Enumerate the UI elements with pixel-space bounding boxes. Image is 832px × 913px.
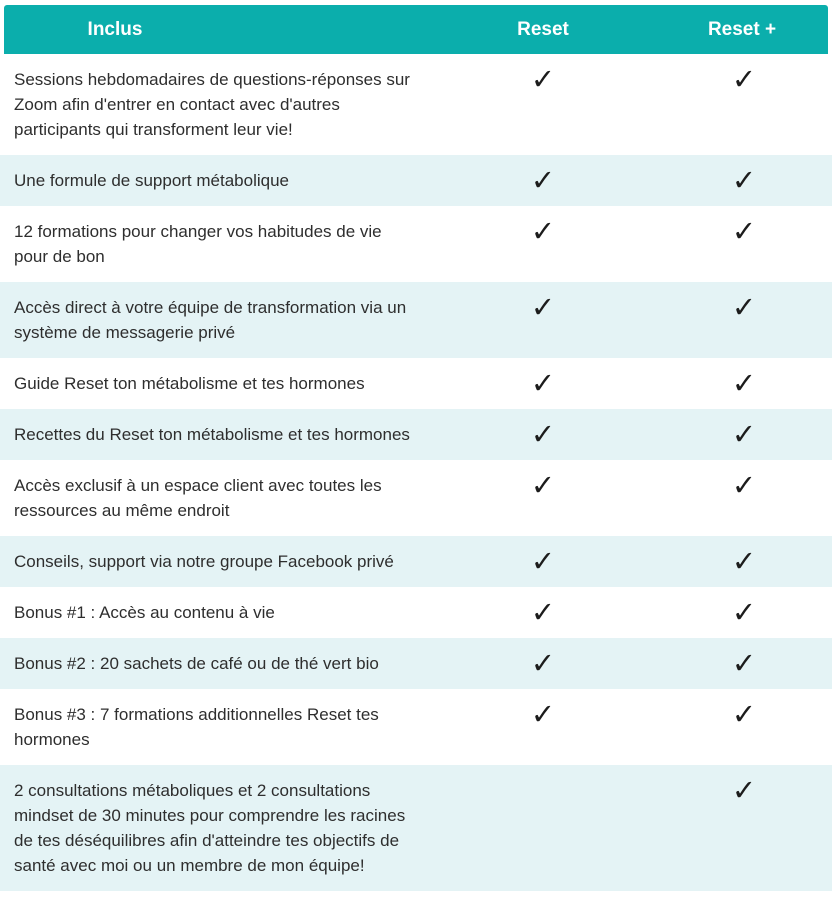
feature-text: 12 formations pour changer vos habitudes…: [14, 222, 382, 266]
feature-text: Sessions hebdomadaires de questions-répo…: [14, 70, 410, 139]
reset-plus-check-cell: ✓: [656, 155, 832, 195]
reset-check-cell: ✓: [430, 282, 656, 322]
reset-plus-check-cell: ✓: [656, 765, 832, 805]
reset-check-cell: ✓: [430, 689, 656, 729]
check-icon: ✓: [530, 595, 556, 629]
table-row: Bonus #2 : 20 sachets de café ou de thé …: [0, 638, 832, 689]
check-icon: ✓: [530, 290, 556, 324]
check-icon: ✓: [530, 163, 556, 197]
reset-check-cell: [430, 765, 656, 796]
feature-text: Accès direct à votre équipe de transform…: [14, 298, 407, 342]
check-icon: ✓: [530, 468, 556, 502]
check-icon: ✓: [731, 214, 757, 248]
check-icon: ✓: [530, 646, 556, 680]
header-plan-reset: Reset: [517, 18, 569, 40]
table-row: Recettes du Reset ton métabolisme et tes…: [0, 409, 832, 460]
feature-text: Recettes du Reset ton métabolisme et tes…: [14, 425, 410, 444]
reset-check-cell: ✓: [430, 206, 656, 246]
feature-text: Bonus #1 : Accès au contenu à vie: [14, 603, 275, 622]
header-inclus-label: Inclus: [87, 18, 143, 40]
reset-plus-check-cell: ✓: [656, 638, 832, 678]
check-icon: ✓: [731, 544, 757, 578]
check-icon: ✓: [530, 697, 556, 731]
reset-check-cell: ✓: [430, 638, 656, 678]
table-row: Accès exclusif à un espace client avec t…: [0, 460, 832, 536]
header-plan-reset-plus: Reset +: [707, 18, 777, 40]
reset-plus-check-cell: ✓: [656, 536, 832, 576]
check-icon: ✓: [731, 773, 757, 807]
reset-check-cell: ✓: [430, 358, 656, 398]
reset-check-cell: ✓: [430, 155, 656, 195]
check-icon: ✓: [731, 646, 757, 680]
reset-plus-check-cell: ✓: [656, 54, 832, 94]
table-row: 2 consultations métaboliques et 2 consul…: [0, 765, 832, 891]
check-icon: ✓: [731, 468, 757, 502]
check-icon: ✓: [731, 417, 757, 451]
reset-plus-check-cell: ✓: [656, 460, 832, 500]
reset-plus-check-cell: ✓: [656, 689, 832, 729]
check-icon: ✓: [731, 62, 757, 96]
feature-text: 2 consultations métaboliques et 2 consul…: [14, 781, 406, 875]
feature-text: Bonus #3 : 7 formations additionnelles R…: [14, 705, 379, 749]
feature-text: Bonus #2 : 20 sachets de café ou de thé …: [14, 654, 379, 673]
reset-check-cell: ✓: [430, 536, 656, 576]
reset-check-cell: ✓: [430, 409, 656, 449]
reset-plus-check-cell: ✓: [656, 587, 832, 627]
feature-text: Une formule de support métabolique: [14, 171, 289, 190]
reset-check-cell: ✓: [430, 54, 656, 94]
check-icon: ✓: [731, 595, 757, 629]
check-icon: ✓: [530, 366, 556, 400]
table-row: Guide Reset ton métabolisme et tes hormo…: [0, 358, 832, 409]
reset-check-cell: ✓: [430, 587, 656, 627]
check-icon: ✓: [731, 290, 757, 324]
reset-check-cell: ✓: [430, 460, 656, 500]
feature-text: Guide Reset ton métabolisme et tes hormo…: [14, 374, 365, 393]
table-row: 12 formations pour changer vos habitudes…: [0, 206, 832, 282]
table-row: Une formule de support métabolique ✓ ✓: [0, 155, 832, 206]
check-icon: ✓: [530, 214, 556, 248]
table-row: Bonus #3 : 7 formations additionnelles R…: [0, 689, 832, 765]
table-row: Conseils, support via notre groupe Faceb…: [0, 536, 832, 587]
table-row: Sessions hebdomadaires de questions-répo…: [0, 54, 832, 155]
check-icon: ✓: [731, 366, 757, 400]
check-icon: ✓: [731, 697, 757, 731]
check-icon: ✓: [530, 62, 556, 96]
table-row: Accès direct à votre équipe de transform…: [0, 282, 832, 358]
table-body: Sessions hebdomadaires de questions-répo…: [0, 54, 832, 891]
table-row: Bonus #1 : Accès au contenu à vie ✓ ✓: [0, 587, 832, 638]
check-icon: ✓: [530, 417, 556, 451]
check-icon: ✓: [731, 163, 757, 197]
feature-text: Accès exclusif à un espace client avec t…: [14, 476, 382, 520]
reset-plus-check-cell: ✓: [656, 409, 832, 449]
check-icon: ✓: [530, 544, 556, 578]
feature-text: Conseils, support via notre groupe Faceb…: [14, 552, 394, 571]
reset-plus-check-cell: ✓: [656, 358, 832, 398]
table-header: Inclus Reset Reset +: [4, 5, 828, 54]
reset-plus-check-cell: ✓: [656, 206, 832, 246]
reset-plus-check-cell: ✓: [656, 282, 832, 322]
